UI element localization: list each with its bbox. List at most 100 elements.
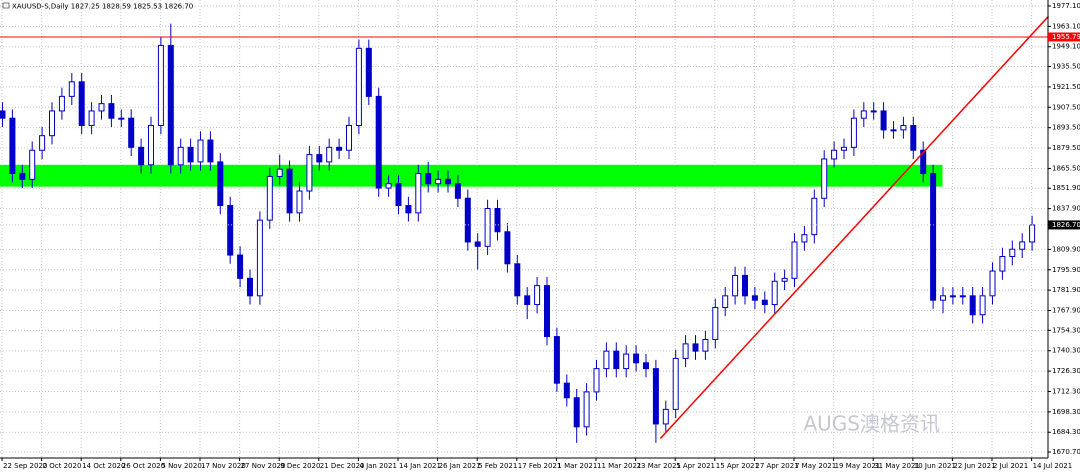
candle-body (920, 149, 927, 175)
candle-body (870, 110, 877, 113)
candle-body (583, 391, 590, 428)
candle-body (732, 274, 739, 297)
candle-body (692, 343, 699, 352)
x-tick-label: 5 Apr 2021 (676, 462, 715, 470)
y-tick-label: 1851.90 (1052, 184, 1080, 192)
candle-body (662, 408, 669, 425)
candle-body (108, 103, 115, 119)
x-tick-label: 22 Sep 2020 (3, 462, 47, 470)
candle-body (544, 285, 550, 338)
x-tick-label: 14 Oct 2020 (82, 462, 125, 470)
line-layer (0, 15, 1049, 439)
candle-body (425, 173, 432, 185)
candle-body (949, 295, 956, 298)
candle-body (1029, 224, 1036, 243)
y-tick-label: 1949.10 (1052, 43, 1080, 51)
candle-body (771, 280, 778, 306)
last-price-label: 1826.70 (1052, 221, 1080, 229)
y-tick-label: 1754.30 (1052, 326, 1080, 334)
candle-body (177, 146, 184, 166)
zone (0, 164, 943, 187)
y-tick-label: 1837.90 (1052, 205, 1080, 213)
candle-body (256, 219, 263, 297)
candle-body (148, 124, 154, 166)
candle-body (742, 274, 748, 297)
candle-body (266, 175, 273, 221)
candle-body (841, 146, 847, 151)
candle-body (643, 362, 649, 370)
trend-line (659, 15, 1049, 439)
x-tick-label: 10 Jun 2021 (914, 462, 956, 470)
candle-body (524, 295, 531, 306)
y-tick-label: 1879.50 (1052, 144, 1080, 152)
candle-body (405, 205, 412, 214)
candle-body (484, 207, 491, 247)
candle-body (306, 154, 313, 192)
title-icon (2, 2, 10, 9)
x-tick-label: 31 May 2021 (874, 462, 920, 470)
x-tick-label: 17 Feb 2021 (518, 462, 562, 470)
candle-body (157, 44, 164, 126)
candle-body (68, 81, 75, 97)
candle-body (0, 110, 6, 119)
candle-body (979, 295, 986, 316)
candle-body (118, 117, 125, 120)
y-tick-label: 1865.50 (1052, 164, 1080, 172)
candle-body (801, 234, 808, 243)
candle-body (58, 95, 65, 112)
candle-body (930, 173, 937, 301)
candle-body (88, 110, 95, 126)
candle-body (682, 343, 689, 359)
candle-body (751, 295, 758, 301)
y-tick-label: 1740.30 (1052, 347, 1080, 355)
candle-body (415, 173, 422, 214)
y-tick-label: 1809.90 (1052, 245, 1080, 253)
candle-body (633, 353, 640, 364)
y-tick-label: 1767.90 (1052, 307, 1080, 315)
h-line-label: 1955.79 (1052, 33, 1080, 41)
candle-body (722, 295, 729, 308)
candle-body (791, 241, 798, 279)
y-tick-label: 1781.90 (1052, 286, 1080, 294)
y-tick-label: 1893.50 (1052, 124, 1080, 132)
last-price-box (1048, 220, 1080, 230)
candle-body (237, 254, 244, 279)
grid-layer (0, 0, 1048, 458)
candle-body (573, 397, 580, 428)
x-tick-label: 19 May 2021 (835, 462, 881, 470)
candle-body (702, 338, 709, 352)
candle-body (514, 263, 521, 297)
x-tick-label: 9 Dec 2020 (280, 462, 320, 470)
y-tick-label: 1670.70 (1052, 448, 1080, 456)
candle-body (999, 256, 1006, 272)
y-tick-label: 1698.30 (1052, 408, 1080, 416)
candle-body (811, 197, 818, 236)
candle-body (880, 110, 887, 131)
y-tick-label: 1712.30 (1052, 387, 1080, 395)
y-tick-label: 1795.90 (1052, 266, 1080, 274)
x-tick-label: 14 Jul 2021 (1033, 462, 1073, 470)
candle-body (553, 336, 560, 384)
candle-body (217, 161, 224, 207)
x-tick-label: 5 Nov 2020 (161, 462, 201, 470)
x-tick-label: 2 Oct 2020 (43, 462, 82, 470)
candle-body (890, 129, 897, 132)
candle-body (375, 95, 382, 189)
candle-body (900, 124, 907, 131)
candle-body (346, 124, 352, 151)
candle-layer (0, 23, 1036, 443)
candle-body (98, 103, 105, 112)
watermark: AUGS澳格资讯 (803, 412, 940, 436)
h-line-label-box (1048, 32, 1080, 42)
candle-body (49, 110, 55, 137)
candle-body (563, 382, 570, 399)
x-tick-label: 11 Mar 2021 (597, 462, 641, 470)
x-tick-label: 27 Nov 2020 (241, 462, 286, 470)
candle-body (761, 299, 768, 306)
candle-body (336, 146, 343, 151)
candle-body (197, 139, 204, 163)
candle-body (940, 295, 946, 301)
candle-body (959, 295, 966, 298)
